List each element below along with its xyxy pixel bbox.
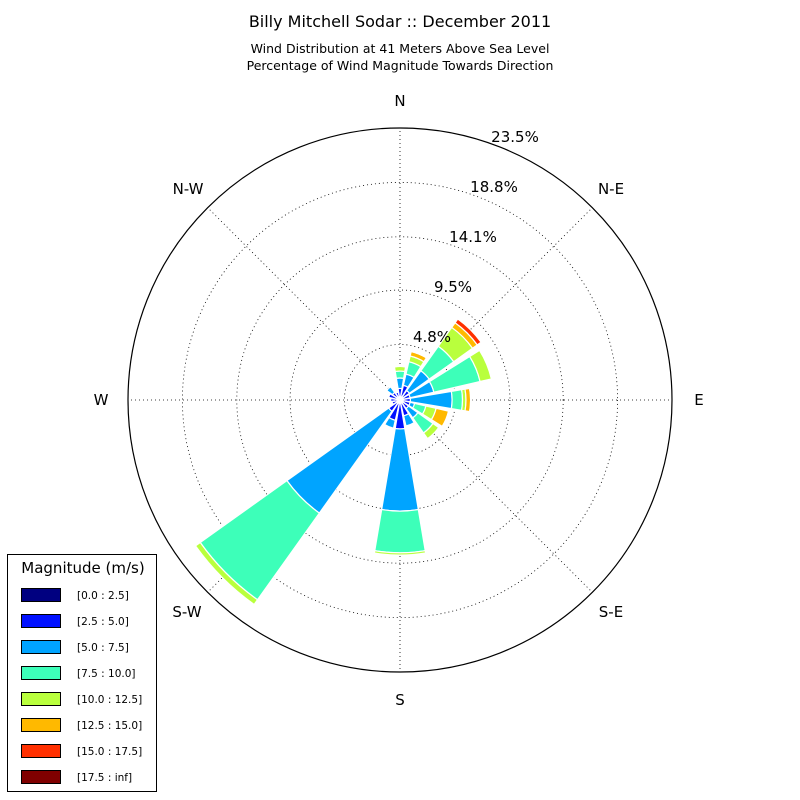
grid-ring <box>236 236 564 564</box>
wind-wedges <box>194 318 493 606</box>
legend-label: [5.0 : 7.5] <box>77 642 129 654</box>
grid-ring <box>181 181 619 619</box>
legend-swatch <box>21 588 61 602</box>
wedge-segment <box>286 407 393 514</box>
wedge-segment <box>410 349 428 359</box>
wedge-segment <box>450 388 464 412</box>
wedge-segment <box>430 407 450 428</box>
legend-swatch <box>21 640 61 654</box>
grid-spoke <box>399 207 593 401</box>
radial-tick-label: 23.5% <box>491 128 539 146</box>
legend: Magnitude (m/s) [0.0 : 2.5] [2.5 : 5.0] … <box>7 554 157 792</box>
wedge-segment <box>468 387 473 413</box>
polar-grid <box>127 127 673 673</box>
legend-label: [10.0 : 12.5] <box>77 694 143 706</box>
direction-label-sw: S-W <box>172 603 201 621</box>
wedge-segment <box>454 318 482 346</box>
radial-tick-label: 4.8% <box>413 328 451 346</box>
wedge-segment <box>393 364 407 368</box>
wedge-segment <box>394 370 406 380</box>
legend-label: [2.5 : 5.0] <box>77 616 129 628</box>
chart-subtitle-line-1: Wind Distribution at 41 Meters Above Sea… <box>250 41 550 56</box>
radial-tick-label: 14.1% <box>449 228 497 246</box>
wedge-segment <box>422 422 440 440</box>
legend-swatch <box>21 718 61 732</box>
wedge-segment <box>388 393 399 401</box>
radial-tick-label: 18.8% <box>470 178 518 196</box>
chart-labels: N N-E E S-E S S-W W N-W 4.8% 9.5% 14.1% … <box>94 92 704 709</box>
legend-swatch <box>21 770 61 784</box>
legend-label: [7.5 : 10.0] <box>77 668 136 680</box>
outer-circle <box>127 127 673 673</box>
chart-subtitle-line-2: Percentage of Wind Magnitude Towards Dir… <box>246 58 554 73</box>
wedge-segment <box>374 508 426 554</box>
legend-label: [17.5 : inf] <box>77 772 133 784</box>
legend-swatch <box>21 666 61 680</box>
legend-swatch <box>21 614 61 628</box>
legend-label: [0.0 : 2.5] <box>77 590 129 602</box>
direction-label-n: N <box>394 92 405 110</box>
legend-label: [12.5 : 15.0] <box>77 720 143 732</box>
direction-label-s: S <box>395 691 405 709</box>
grid-spoke <box>207 207 401 401</box>
wedge-segment <box>402 412 415 427</box>
wedge-segment <box>380 427 420 512</box>
legend-title: Magnitude (m/s) <box>21 559 145 577</box>
wedge-segment <box>385 385 396 396</box>
grid-spoke <box>399 399 593 593</box>
radial-tick-label: 9.5% <box>434 278 472 296</box>
legend-swatch <box>21 744 61 758</box>
wedge-segment <box>468 349 493 383</box>
direction-label-w: W <box>94 391 109 409</box>
legend-label: [15.0 : 17.5] <box>77 746 143 758</box>
wedge-segment <box>194 541 259 606</box>
wedge-segment <box>383 416 397 429</box>
direction-label-nw: N-W <box>173 180 204 198</box>
wedge-segment <box>199 479 321 601</box>
direction-label-e: E <box>694 391 703 409</box>
legend-swatch <box>21 692 61 706</box>
wedge-segment <box>373 549 427 556</box>
direction-label-se: S-E <box>599 603 623 621</box>
wedge-segment <box>394 391 401 399</box>
direction-label-ne: N-E <box>598 180 624 198</box>
chart-title: Billy Mitchell Sodar :: December 2011 <box>248 12 552 31</box>
